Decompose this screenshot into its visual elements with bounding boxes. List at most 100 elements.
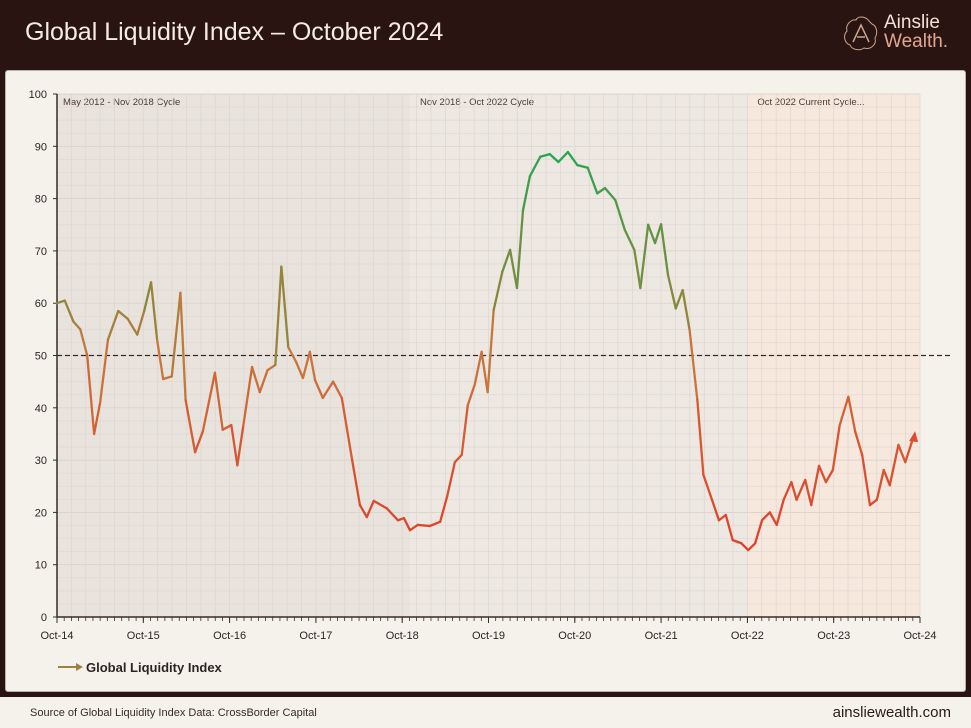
series-segment (161, 375, 173, 381)
x-tick-label: Oct-20 (558, 630, 591, 642)
series-segment (838, 395, 850, 427)
series-segment (287, 345, 298, 363)
series-segment (717, 513, 727, 522)
series-segment (576, 163, 589, 169)
series-segment (136, 309, 146, 336)
series-segment (79, 328, 89, 357)
series-segment (566, 150, 579, 167)
y-tick-label: 10 (35, 560, 47, 572)
website-link[interactable]: ainsliewealth.com (832, 704, 951, 721)
series-segment (179, 291, 187, 402)
series-segment (696, 398, 705, 476)
series-segment (453, 453, 463, 464)
series-segment (731, 538, 743, 545)
series-segment (688, 328, 699, 402)
series-segment (372, 499, 388, 510)
y-tick-label: 100 (29, 89, 47, 101)
x-tick-label: Oct-22 (731, 630, 764, 642)
series-segment (603, 186, 617, 202)
series-segment (875, 468, 885, 501)
series-segment (55, 299, 66, 305)
series-segment (213, 371, 224, 431)
series-segment (92, 401, 102, 436)
series-segment (760, 511, 771, 522)
legend-arrow-icon (76, 663, 83, 671)
series-segment (201, 371, 217, 433)
header-bar: Global Liquidity Index – October 2024 Ai… (0, 0, 971, 68)
series-segment (824, 468, 834, 484)
series-segment (236, 423, 245, 467)
series-segment (754, 519, 764, 545)
series-segment (659, 223, 670, 277)
series-segment (313, 378, 324, 400)
series-segment (321, 380, 335, 400)
y-tick-label: 60 (35, 298, 47, 310)
series-segment (747, 542, 757, 552)
x-tick-label: Oct-14 (40, 630, 73, 642)
cycle-label: Oct 2022 Current Cycle... (757, 97, 864, 108)
series-segment (308, 350, 317, 382)
series-segment (492, 270, 504, 312)
series-segment (143, 281, 153, 313)
series-segment (790, 480, 798, 501)
series-segment (596, 186, 607, 195)
series-segment (521, 174, 532, 212)
series-segment (666, 273, 677, 310)
series-segment (539, 152, 551, 158)
cycle-label: Nov 2018 - Oct 2022 Cycle (420, 97, 534, 108)
series-segment (775, 498, 785, 527)
series-segment (428, 520, 442, 528)
logo-line-2: Wealth. (884, 31, 949, 52)
ainslie-wealth-logo: Ainslie Wealth. (842, 13, 957, 55)
series-segment (847, 395, 857, 434)
series-segment (301, 350, 312, 380)
series-segment (861, 453, 872, 507)
series-segment (466, 383, 476, 407)
series-segment (416, 523, 431, 528)
series-segment (155, 338, 165, 381)
series-segment (904, 436, 915, 464)
series-segment (795, 478, 807, 501)
series-segment (515, 208, 525, 290)
series-segment (508, 248, 519, 290)
series-segment (724, 513, 734, 542)
series-segment (817, 464, 828, 484)
series-segment (258, 368, 269, 394)
series-segment (473, 350, 483, 386)
series-segment (149, 281, 159, 341)
logo-line-1: Ainslie (884, 12, 940, 33)
series-segment (350, 458, 362, 507)
y-tick-label: 30 (35, 455, 47, 467)
source-note: Source of Global Liquidity Index Data: C… (30, 707, 317, 719)
series-segment (385, 507, 400, 522)
series-segment (365, 499, 375, 519)
series-segment (445, 461, 456, 498)
series-segment (242, 365, 254, 427)
series-segment (99, 338, 110, 404)
series-segment (854, 430, 864, 457)
series-segment (193, 430, 204, 454)
x-tick-label: Oct-24 (903, 630, 936, 642)
series-segment (868, 498, 878, 507)
series-segment (557, 150, 570, 164)
series-segment (358, 503, 368, 519)
series-segment (681, 288, 691, 332)
series-segment (702, 473, 714, 501)
series-segment (266, 363, 277, 372)
series-segment (63, 299, 75, 323)
series-segment (831, 423, 841, 472)
x-tick-label: Oct-18 (386, 630, 419, 642)
series-segment (250, 365, 261, 394)
series-segment (639, 223, 650, 290)
series-segment (810, 464, 821, 507)
series-segment (402, 517, 412, 532)
series-segment (804, 478, 813, 507)
page-title: Global Liquidity Index – October 2024 (25, 18, 444, 46)
series-segment (501, 248, 512, 273)
series-segment (184, 398, 197, 454)
y-tick-label: 80 (35, 194, 47, 206)
series-segment (633, 248, 642, 290)
series-segment (674, 288, 684, 310)
ainslie-logo-icon (844, 16, 878, 51)
series-segment (653, 223, 663, 245)
